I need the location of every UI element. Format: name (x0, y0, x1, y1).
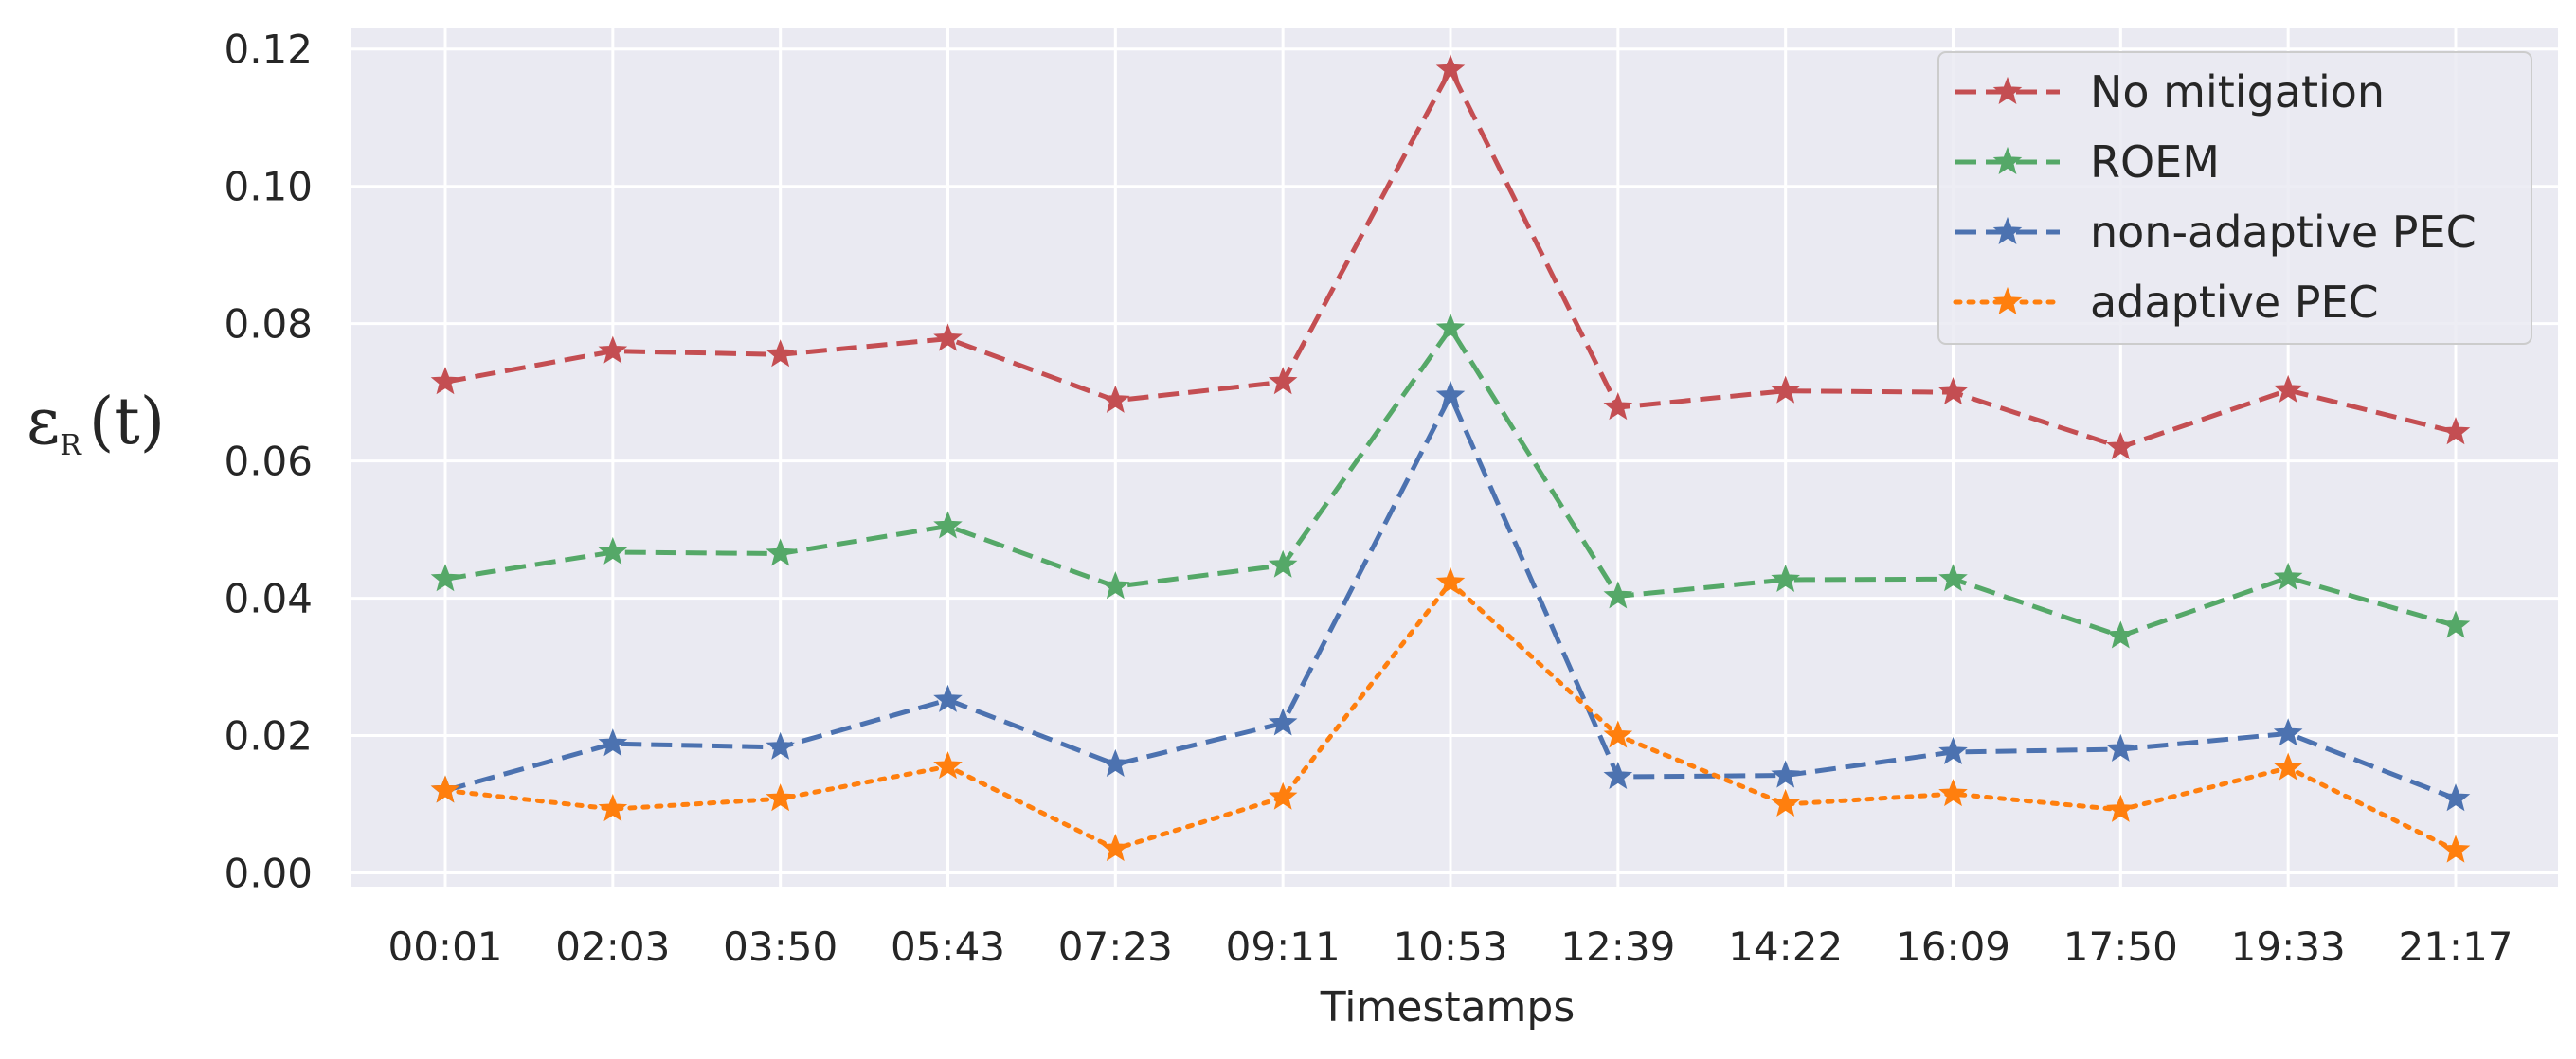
data-point (1938, 736, 1968, 764)
data-point (2273, 562, 2303, 590)
data-point (933, 751, 963, 780)
y-axis-title-main: ε (27, 385, 60, 459)
x-axis: 00:01 02:03 03:50 05:43 07:23 09:11 10:53 12:39… (387, 924, 2513, 970)
x-tick-label: 02:03 (555, 924, 670, 970)
legend-item: ROEM (1955, 136, 2220, 188)
series-adaptive-pec (430, 566, 2471, 863)
data-point (598, 794, 628, 822)
data-point (933, 684, 963, 712)
data-point (1268, 781, 1298, 810)
legend-item: non-adaptive PEC (1955, 206, 2477, 258)
x-tick-label: 07:23 (1058, 924, 1173, 970)
data-point (2441, 835, 2471, 863)
data-point (1603, 720, 1633, 748)
y-tick-label: 0.02 (224, 713, 313, 760)
data-point (2273, 374, 2303, 403)
data-point (1268, 708, 1298, 736)
data-point (1938, 779, 1968, 807)
x-tick-label: 10:53 (1393, 924, 1507, 970)
data-point (1771, 760, 1800, 788)
x-tick-label: 17:50 (2063, 924, 2178, 970)
data-point (2106, 432, 2135, 460)
x-tick-label: 09:11 (1226, 924, 1341, 970)
legend-item: adaptive PEC (1953, 277, 2379, 328)
y-axis-title: εR (t) (27, 385, 165, 462)
data-point (430, 367, 460, 395)
x-axis-title: Timestamps (1320, 983, 1576, 1032)
x-tick-label: 19:33 (2231, 924, 2346, 970)
data-point (766, 538, 795, 566)
data-point (430, 775, 460, 803)
x-tick-label: 03:50 (723, 924, 838, 970)
x-tick-label: 14:22 (1728, 924, 1843, 970)
x-tick-label: 05:43 (891, 924, 1005, 970)
y-axis-title-subscript: R (60, 429, 82, 462)
legend-marker (1992, 146, 2023, 175)
data-point (2106, 794, 2135, 822)
data-point (598, 335, 628, 364)
data-point (2441, 417, 2471, 445)
data-point (1603, 761, 1633, 790)
data-point (1435, 380, 1466, 408)
data-point (1771, 375, 1800, 404)
data-point (2106, 733, 2135, 763)
data-point (766, 783, 795, 812)
y-tick-label: 0.08 (224, 301, 313, 348)
y-tick-label: 0.10 (224, 164, 313, 210)
legend: No mitigation ROEM non-adaptive PEC adaptiv… (1937, 51, 2532, 345)
x-tick-label: 16:09 (1896, 924, 2010, 970)
legend-label: adaptive PEC (2090, 277, 2379, 328)
data-point (2106, 620, 2135, 649)
data-point (933, 323, 963, 351)
legend-marker (1992, 216, 2023, 245)
data-point (1938, 377, 1968, 405)
legend-marker (1992, 76, 2023, 105)
legend-label: non-adaptive PEC (2090, 206, 2477, 258)
y-tick-label: 0.12 (224, 27, 313, 73)
y-axis-title-argument: (t) (89, 385, 165, 459)
y-tick-label: 0.06 (224, 439, 313, 485)
legend-marker (1992, 286, 2023, 315)
data-point (2273, 718, 2303, 746)
data-point (766, 731, 795, 760)
x-tick-label: 00:01 (387, 924, 502, 970)
data-point (598, 728, 628, 757)
data-point (1101, 748, 1130, 777)
data-point (1771, 788, 1800, 817)
data-point (2441, 783, 2471, 812)
legend-label: No mitigation (2090, 66, 2385, 117)
legend-item: No mitigation (1955, 66, 2385, 117)
data-point (1268, 367, 1298, 395)
data-point (598, 536, 628, 565)
data-point (1603, 581, 1633, 609)
y-tick-label: 0.04 (224, 576, 313, 622)
data-point (430, 564, 460, 592)
x-tick-label: 21:17 (2398, 924, 2513, 970)
data-point (2441, 610, 2471, 638)
data-point (766, 339, 795, 368)
x-tick-label: 12:39 (1560, 924, 1675, 970)
data-point (1101, 571, 1130, 600)
data-point (1101, 385, 1130, 413)
data-point (1938, 564, 1968, 592)
data-point (933, 511, 963, 539)
series-no-mitigation (430, 54, 2471, 460)
data-point (1435, 54, 1466, 82)
legend-box (1937, 51, 2532, 345)
y-tick-label: 0.00 (224, 851, 313, 897)
legend-label: ROEM (2090, 136, 2220, 188)
series-roem (430, 313, 2471, 649)
data-point (1771, 564, 1800, 593)
svg-text:εR(t): εR (t) (27, 385, 165, 462)
series-layer (430, 54, 2471, 863)
data-point (1101, 834, 1130, 862)
data-point (1435, 313, 1466, 341)
data-point (1435, 566, 1466, 595)
y-axis: 0.00 0.02 0.04 0.06 0.08 0.10 0.12 (224, 27, 313, 897)
grid (351, 28, 2558, 887)
data-point (1603, 392, 1633, 421)
data-point (2273, 752, 2303, 781)
data-point (1268, 549, 1298, 578)
